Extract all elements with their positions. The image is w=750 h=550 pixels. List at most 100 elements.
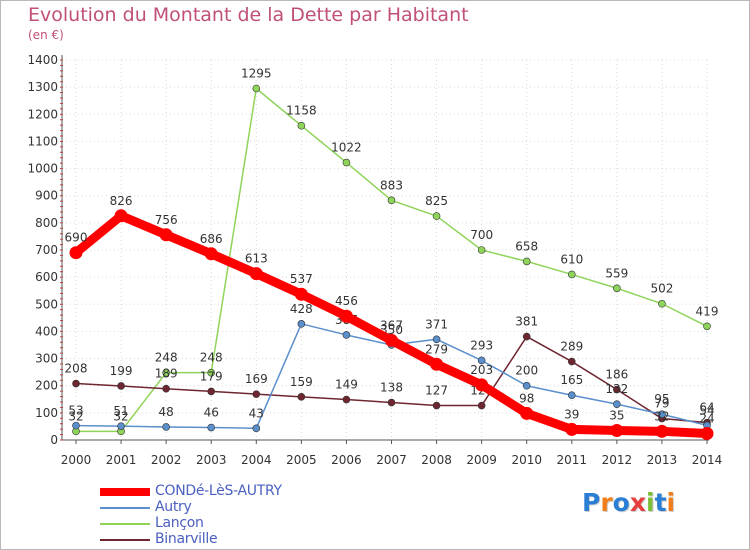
data-label: 293 bbox=[470, 338, 493, 352]
x-tick-label: 2009 bbox=[466, 453, 497, 467]
data-label: 32 bbox=[113, 409, 128, 423]
legend-label: Lançon bbox=[155, 515, 204, 531]
logo-letter: o bbox=[612, 488, 630, 517]
data-point bbox=[387, 196, 396, 205]
data-point bbox=[117, 422, 125, 430]
data-point bbox=[252, 390, 261, 398]
y-tick-label: 800 bbox=[35, 216, 58, 230]
legend-swatch bbox=[100, 507, 150, 509]
y-tick-label: 500 bbox=[35, 297, 58, 311]
data-point bbox=[294, 287, 308, 301]
data-label: 690 bbox=[65, 231, 88, 245]
x-tick-label: 2008 bbox=[421, 453, 452, 467]
data-label: 95 bbox=[654, 392, 669, 406]
data-point bbox=[610, 424, 624, 437]
data-label: 39 bbox=[564, 407, 579, 421]
x-tick-label: 2011 bbox=[557, 453, 588, 467]
legend-label: Autry bbox=[155, 499, 192, 515]
data-label: 826 bbox=[110, 194, 133, 208]
x-tick-label: 2003 bbox=[196, 453, 227, 467]
data-point bbox=[477, 356, 486, 365]
data-point bbox=[658, 299, 666, 308]
data-label: 199 bbox=[110, 364, 133, 378]
data-point bbox=[432, 212, 441, 220]
data-point bbox=[162, 384, 170, 393]
data-label: 883 bbox=[380, 178, 403, 192]
data-point bbox=[567, 270, 576, 279]
legend-swatch bbox=[100, 539, 150, 541]
data-label: 48 bbox=[159, 405, 174, 419]
data-label: 64 bbox=[699, 401, 714, 415]
legend-item: CONDé-LèS-AUTRY bbox=[100, 483, 360, 500]
data-point bbox=[117, 382, 125, 390]
data-point bbox=[342, 158, 351, 167]
data-label: 53 bbox=[68, 404, 83, 418]
logo-letter: x bbox=[629, 488, 646, 517]
data-label: 54 bbox=[699, 403, 714, 417]
data-label: 756 bbox=[155, 213, 178, 227]
data-label: 248 bbox=[155, 351, 178, 365]
data-label: 179 bbox=[200, 369, 223, 383]
data-point bbox=[520, 406, 534, 420]
data-point bbox=[475, 378, 489, 392]
data-label: 700 bbox=[470, 228, 493, 242]
data-point bbox=[385, 333, 398, 347]
x-tick-label: 2002 bbox=[151, 453, 182, 467]
data-label: 98 bbox=[519, 391, 534, 405]
data-point bbox=[162, 368, 170, 377]
data-point bbox=[297, 320, 306, 328]
y-tick-label: 700 bbox=[35, 243, 58, 257]
data-label: 189 bbox=[155, 367, 178, 381]
x-tick-label: 2007 bbox=[376, 453, 407, 467]
data-label: 456 bbox=[335, 294, 358, 308]
data-point bbox=[703, 322, 711, 331]
data-label: 165 bbox=[560, 373, 583, 387]
data-point bbox=[613, 385, 621, 394]
data-point bbox=[565, 422, 579, 436]
y-tick-label: 1300 bbox=[27, 80, 58, 94]
data-point bbox=[159, 228, 173, 242]
data-point bbox=[432, 335, 441, 344]
y-tick-label: 600 bbox=[35, 270, 58, 284]
x-tick-label: 2014 bbox=[692, 453, 723, 467]
data-label: 381 bbox=[515, 315, 538, 329]
data-label: 1158 bbox=[286, 104, 317, 118]
x-tick-label: 2010 bbox=[511, 453, 542, 467]
logo-letter: P bbox=[582, 488, 601, 517]
data-point bbox=[655, 424, 669, 438]
data-label: 186 bbox=[605, 368, 628, 382]
data-point bbox=[432, 401, 441, 410]
legend-swatch bbox=[100, 488, 150, 496]
y-tick-label: 900 bbox=[35, 189, 58, 203]
data-label: 32 bbox=[654, 409, 669, 423]
data-point bbox=[522, 257, 531, 266]
data-point bbox=[387, 398, 396, 407]
data-label: 825 bbox=[425, 194, 448, 208]
data-point bbox=[339, 309, 353, 323]
data-point bbox=[342, 331, 351, 339]
legend-swatch bbox=[100, 523, 150, 525]
data-point bbox=[249, 267, 263, 281]
data-point bbox=[207, 387, 216, 396]
legend-label: CONDé-LèS-AUTRY bbox=[155, 483, 282, 499]
data-label: 138 bbox=[380, 381, 403, 395]
y-tick-label: 1200 bbox=[27, 107, 58, 121]
data-label: 169 bbox=[245, 372, 268, 386]
data-label: 35 bbox=[609, 409, 624, 423]
data-point bbox=[72, 421, 80, 430]
y-tick-label: 200 bbox=[35, 379, 58, 393]
data-label: 658 bbox=[515, 239, 538, 253]
legend-label: Binarville bbox=[155, 531, 218, 547]
data-point bbox=[522, 332, 531, 341]
x-tick-label: 2012 bbox=[602, 453, 633, 467]
y-tick-label: 1100 bbox=[27, 134, 58, 148]
data-point bbox=[430, 357, 444, 371]
legend-item: Binarville bbox=[100, 531, 360, 548]
data-label: 51 bbox=[113, 404, 128, 418]
logo-letter: i bbox=[666, 488, 676, 517]
x-tick-label: 2004 bbox=[241, 453, 272, 467]
data-point bbox=[72, 379, 80, 388]
data-label: 613 bbox=[245, 252, 268, 266]
